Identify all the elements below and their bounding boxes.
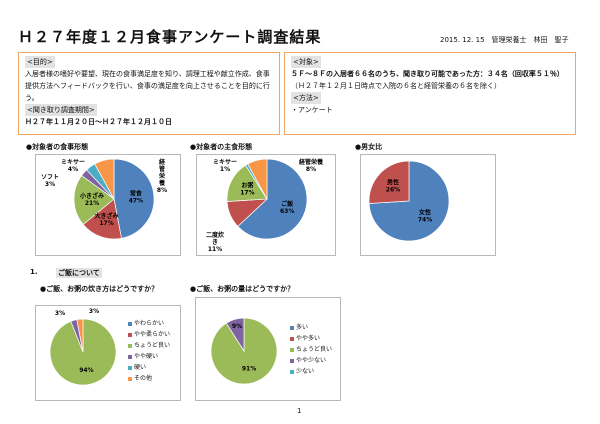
pie-label-4: ミキサー 1% — [213, 159, 237, 173]
pie-label-6: 3% — [89, 308, 99, 315]
legend-swatch — [128, 332, 132, 337]
target-tag: <対象> — [291, 56, 321, 68]
legend-item: やや柔らかい — [128, 329, 170, 340]
chart-title-gender: ●男女比 — [355, 143, 383, 151]
chart-title-cooking: ●ご飯、お粥の炊き方はどうですか？ — [40, 285, 159, 293]
pie-label-6: 経管栄養 8% — [157, 158, 167, 194]
pie-slice-6 — [94, 158, 115, 200]
period-tag: <聞き取り調査期間> — [25, 104, 97, 116]
legend-item: やわらかい — [128, 318, 170, 329]
pie-label-1: ご飯 63% — [280, 200, 294, 215]
pie-chart-gender: 女性 74% 男性 26% — [360, 154, 496, 256]
legend-swatch — [290, 325, 294, 330]
legend-amount: 多いやや多いちょうど良い やや少ない少ない — [290, 322, 332, 377]
pie-label-2: 大きざみ 17% — [95, 212, 119, 227]
section-title: ご飯について — [56, 268, 102, 278]
legend-swatch — [290, 369, 294, 374]
chart-title-meal-form: ●対象者の食事形態 — [26, 143, 89, 151]
pie-slice-5 — [247, 158, 268, 200]
legend-label: ちょうど良い — [134, 342, 171, 349]
pie-slice-6 — [76, 318, 84, 353]
pie-chart-cooking: 94% 3% 3% — [35, 305, 181, 401]
chart-title-amount: ●ご飯、お粥の量はどうですか？ — [190, 285, 295, 293]
target-box: <対象> ５Ｆ～８Ｆの入居者６６名のうち、聞き取り可能であった方：３４名（回収率… — [284, 52, 576, 135]
legend-item: ちょうど良い — [128, 340, 170, 351]
legend-swatch — [290, 347, 294, 352]
legend-swatch — [128, 343, 132, 348]
legend-swatch — [128, 365, 132, 370]
pie-label-2: 二度炊き 11% — [206, 231, 225, 253]
legend-label: やや多い — [296, 335, 321, 342]
legend-item: 多い — [290, 322, 332, 333]
legend-label: 多い — [296, 324, 309, 331]
legend-label: やわらかい — [134, 320, 165, 327]
pie-label-3: 94% — [79, 367, 93, 374]
legend-label: やや少ない — [296, 357, 327, 364]
legend-item: その他 — [128, 373, 170, 384]
section-number: 1. — [30, 268, 38, 276]
legend-item: 硬い — [128, 362, 170, 373]
pie-label-3: 小きざみ 21% — [79, 192, 104, 207]
date-author: 2015. 12. 15 管理栄養士 林田 聖子 — [440, 36, 569, 44]
pie-slice-1 — [237, 158, 308, 240]
method-tag: <方法> — [291, 92, 321, 104]
pie-label-4: 9% — [232, 323, 242, 330]
pie-label-1: 常食 47% — [129, 189, 143, 204]
legend-item: やや少ない — [290, 355, 332, 366]
legend-cooking: やわらかいやや柔らかい ちょうど良い やや硬い硬いその他 — [128, 318, 170, 384]
pie-chart-meal-form: 常食 47% 大きざみ 17% 小きざみ 21% ソフト 3%ミキサー 4% 経管栄養 8% — [35, 154, 181, 256]
method-text: ・アンケート — [291, 106, 333, 114]
pie-slice-3 — [73, 174, 115, 225]
pie-label-3: お粥 17% — [240, 182, 254, 197]
target-text-1: ５Ｆ～８Ｆの入居者６６名のうち、聞き取り可能であった方：３４名（回収率５１％） — [291, 70, 564, 78]
page-title: Ｈ２７年度１２月食事アンケート調査結果 — [18, 28, 322, 46]
purpose-tag: <目的> — [25, 56, 55, 68]
legend-swatch — [128, 354, 132, 359]
legend-label: その他 — [134, 375, 153, 382]
pie-label-5: 経管栄養 8% — [299, 158, 323, 173]
legend-label: ちょうど良い — [296, 346, 333, 353]
legend-item: ちょうど良い — [290, 344, 332, 355]
purpose-text: 入居者様の嗜好や要望、現在の食事満足度を知り、調理工程や献立作成、食事提供方法へ… — [25, 70, 270, 102]
pie-label-1: 女性 74% — [418, 209, 432, 224]
period-text: Ｈ２７年１１月２０日～Ｈ２７年１２月１０日 — [25, 118, 172, 126]
legend-item: 少ない — [290, 366, 332, 377]
legend-swatch — [128, 376, 132, 381]
pie-label-4: 3% — [55, 310, 65, 317]
legend-label: やや硬い — [134, 353, 159, 360]
pie-chart-staple-form: ご飯 63% 二度炊き 11% お粥 17%ミキサー 1% 経管栄養 8% — [196, 154, 336, 256]
pie-slice-3 — [226, 164, 268, 202]
legend-swatch — [128, 321, 132, 326]
legend-item: やや多い — [290, 333, 332, 344]
pie-label-5: ミキサー 4% — [61, 159, 85, 173]
legend-label: 硬い — [134, 364, 147, 371]
pie-label-4: ソフト 3% — [41, 174, 59, 188]
legend-swatch — [290, 358, 294, 363]
pie-label-3: 91% — [242, 365, 256, 372]
pie-slice-2 — [368, 160, 410, 204]
pie-chart-amount: 91% 9% — [195, 297, 341, 401]
pie-slice-1 — [113, 158, 155, 239]
purpose-box: <目的> 入居者様の嗜好や要望、現在の食事満足度を知り、調理工程や献立作成、食事… — [18, 52, 280, 135]
pie-slice-4 — [225, 317, 245, 353]
pie-slice-2 — [82, 198, 122, 240]
legend-swatch — [290, 336, 294, 341]
target-text-2: （Ｈ２７年１２月１日時点で入院の６名と経管栄養の６名を除く） — [291, 82, 501, 90]
legend-label: 少ない — [296, 368, 315, 375]
page-number: 1 — [297, 407, 302, 415]
pie-label-2: 男性 26% — [386, 178, 400, 193]
legend-label: やや柔らかい — [134, 331, 171, 338]
legend-item: やや硬い — [128, 351, 170, 362]
chart-title-staple-form: ●対象者の主食形態 — [190, 143, 253, 151]
